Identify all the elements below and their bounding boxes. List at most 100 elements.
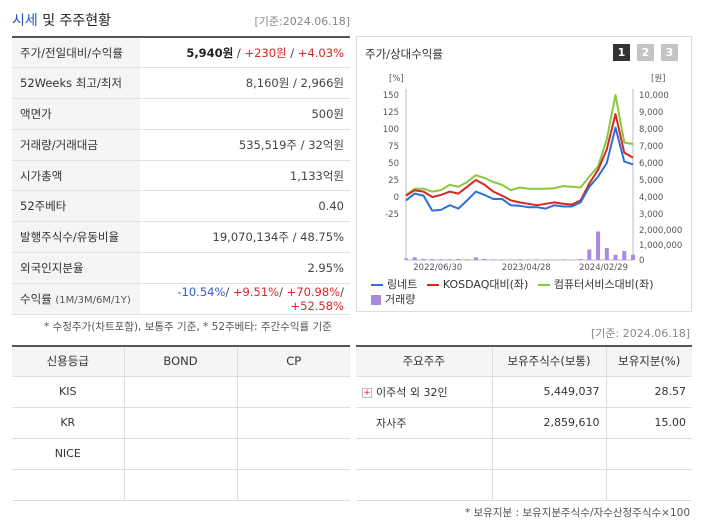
foreign-label: 외국인지분율 (12, 252, 140, 284)
price-label: 주가/전일대비/수익률 (12, 37, 140, 69)
y-left-tick-label: 50 (388, 159, 399, 169)
separator: / (340, 284, 344, 299)
w52-value: 8,160원 / 2,966원 (140, 67, 350, 100)
price-info-table: 주가/전일대비/수익률 5,940원 / +230원 / +4.03% 52We… (12, 36, 350, 315)
column-header: 보유주식수(보통) (491, 346, 606, 377)
y-left-tick-label: 150 (383, 91, 399, 101)
holder-name: 자사주 (376, 416, 407, 430)
legend-swatch-sector (537, 284, 550, 286)
table-row (12, 469, 350, 501)
price-chart: [%] [원] 150 125 100 75 50 25 0 -25 10,000 9,000 8,00… (383, 74, 683, 273)
holder-name-cell: 자사주 (356, 407, 492, 439)
current-price: 5,940원 (186, 45, 234, 60)
cp-cell (236, 376, 350, 408)
separator: / (286, 45, 298, 60)
legend-item-volume[interactable]: 거래량 (371, 292, 415, 307)
holder-shares-cell: 5,449,037 (491, 376, 606, 408)
y-right-tick-label: 10,000 (639, 91, 669, 101)
holder-shares-cell (491, 469, 606, 501)
volume-bar (587, 249, 592, 260)
volume-bar (456, 259, 461, 260)
holders-note: * 보유지분 : 보유지분주식수/자수산정주식수×100 (464, 507, 690, 519)
table-row: 시가총액 1,133억원 (12, 160, 350, 192)
table-row: + 이주석 외 32인 5,449,037 28.57 (356, 376, 692, 408)
chart-title: 주가/상대수익률 (365, 47, 443, 61)
title-accent: 시세 (12, 13, 38, 29)
volume-bar (622, 251, 627, 260)
volume-bar (596, 231, 601, 260)
legend-item-stock[interactable]: 링네트 (371, 277, 417, 292)
return-3m: +9.51% (232, 284, 280, 299)
volume-bar (473, 257, 478, 260)
reference-date: [기준:2024.06.18] (254, 15, 350, 28)
holders-reference-date: [기준: 2024.06.18] (590, 327, 690, 340)
holder-name-cell (356, 438, 492, 470)
expand-plus-icon[interactable]: + (362, 387, 372, 398)
price-change: +230원 (244, 45, 287, 60)
volume-bar (613, 254, 618, 260)
volume-bar (561, 259, 566, 260)
table-header-row: 주요주주 보유주식수(보통) 보유지분(%) (356, 346, 692, 377)
table-row: 52주베타 0.40 (12, 190, 350, 223)
cp-cell (236, 469, 350, 501)
y-left-tick-label: 0 (394, 193, 399, 203)
volume-tick-label: 2,000,000 (639, 226, 682, 236)
shares-label: 발행주식수/유동비율 (12, 221, 140, 254)
bond-cell (123, 407, 237, 439)
chart-tab-2-button[interactable]: 2 (637, 44, 654, 61)
price-note: * 수정주가(차트포함), 보통주 기준, * 52주베타: 주간수익률 기준 (44, 321, 332, 333)
table-row (356, 469, 692, 501)
column-header: 주요주주 (356, 346, 492, 377)
legend-label-kosdaq: KOSDAQ대비(좌) (442, 278, 529, 291)
volume-bar (604, 248, 609, 260)
volume-bar (430, 259, 435, 260)
legend-item-kosdaq[interactable]: KOSDAQ대비(좌) (426, 277, 529, 292)
holder-shares-cell: 2,859,610 (491, 407, 606, 439)
volume-value: 535,519주 / 32억원 (140, 129, 350, 161)
return-period: (1M/3M/6M/1Y) (55, 294, 131, 306)
y-left-tick-label: 25 (388, 176, 399, 186)
agency-cell (12, 469, 124, 501)
y-left-tick-label: -25 (385, 210, 399, 220)
holder-name-cell[interactable]: + 이주석 외 32인 (356, 376, 492, 408)
holder-name-cell (356, 469, 492, 501)
series-line-sector (405, 94, 634, 196)
volume-bar (517, 259, 522, 260)
separator: / (279, 284, 287, 299)
column-header: CP (236, 346, 350, 377)
table-header-row: 신용등급 BOND CP (12, 346, 350, 377)
holder-pct-cell (605, 469, 692, 501)
holder-name: 이주석 외 32인 (376, 385, 448, 399)
chart-tab-3-button[interactable]: 3 (661, 44, 678, 61)
table-row (356, 438, 692, 470)
right-axis-unit: [원] (651, 74, 665, 84)
section-header: 시세 및 주주현황 [기준:2024.06.18] (12, 8, 350, 32)
y-right-tick-label: 6,000 (639, 159, 663, 169)
chart-legend: 링네트 KOSDAQ대비(좌) 컴퓨터서비스대비(좌) 거래량 (371, 277, 686, 307)
volume-bar (631, 254, 635, 260)
legend-item-sector[interactable]: 컴퓨터서비스대비(좌) (537, 277, 654, 292)
column-header: 신용등급 (12, 346, 124, 377)
credit-rating-table: 신용등급 BOND CP KIS KR NICE (12, 345, 350, 501)
price-change-pct: +4.03% (297, 45, 344, 60)
bond-cell (123, 376, 237, 408)
y-right-tick-label: 7,000 (639, 142, 663, 152)
series-line-kosdaq (405, 113, 634, 207)
separator: / (233, 45, 245, 60)
title-rest: 및 주주현황 (37, 13, 112, 29)
volume-tick-label: 0 (639, 256, 644, 266)
x-tick-label: 2024/02/29 (579, 263, 628, 273)
return-6m: +70.98% (286, 284, 341, 299)
legend-swatch-stock (371, 284, 383, 286)
y-right-tick-label: 8,000 (639, 125, 663, 135)
y-left-tick-label: 100 (383, 125, 399, 135)
y-right-tick-label: 9,000 (639, 108, 663, 118)
holder-shares-cell (491, 438, 606, 470)
table-row: 액면가 500원 (12, 98, 350, 130)
agency-cell: NICE (12, 438, 124, 470)
agency-cell: KIS (12, 376, 124, 408)
par-value: 500원 (140, 98, 350, 130)
price-value: 5,940원 / +230원 / +4.03% (140, 37, 350, 69)
y-left-tick-label: 75 (388, 142, 399, 152)
chart-tab-1-button[interactable]: 1 (613, 44, 630, 61)
